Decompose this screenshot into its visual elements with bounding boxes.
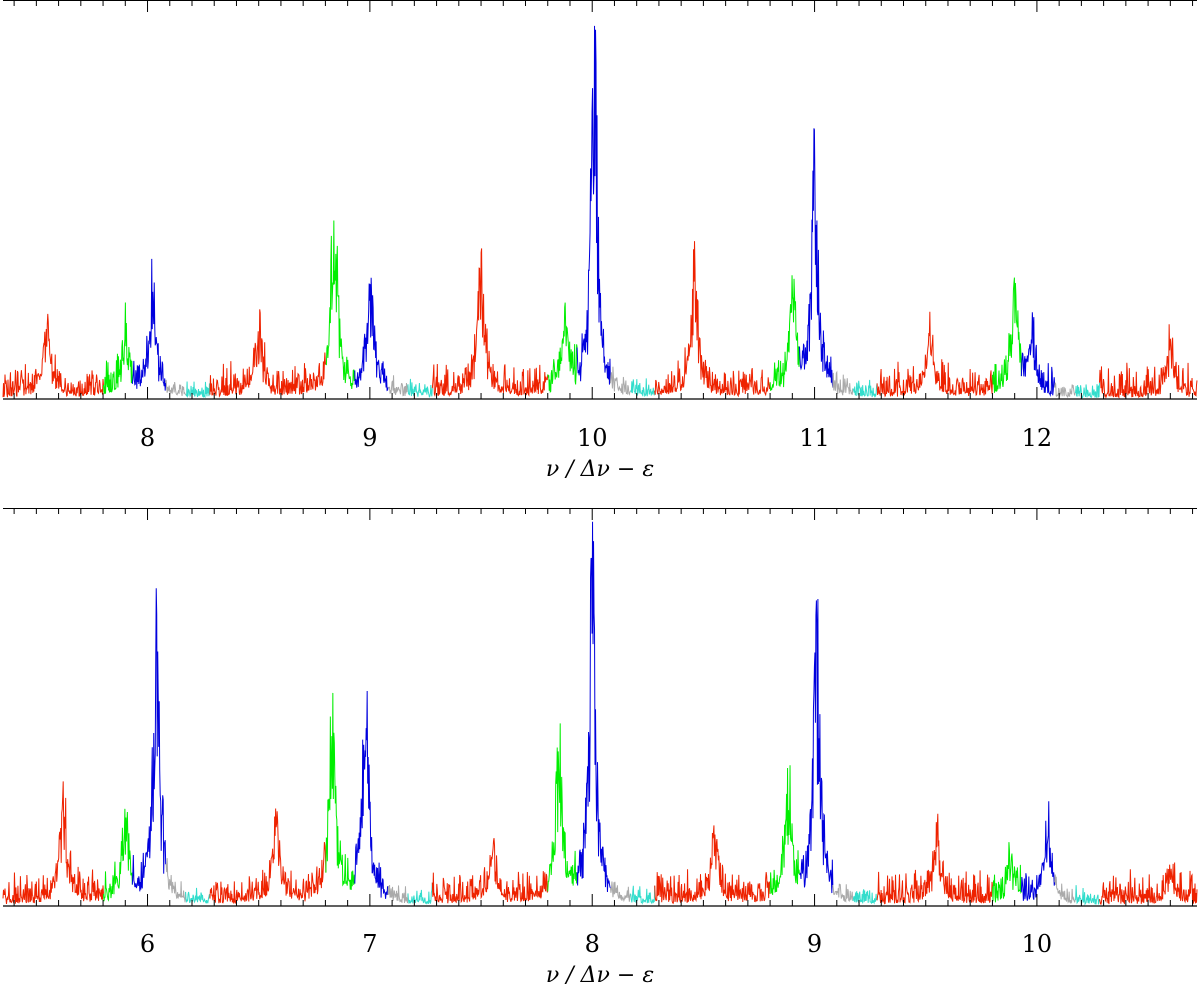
spectrum-segment	[131, 588, 167, 892]
spectrum-segment	[354, 277, 389, 392]
spectrum-segment	[992, 842, 1022, 903]
spectrum-segment	[102, 302, 133, 395]
spectrum-segment	[832, 883, 854, 903]
spectrum-segment	[165, 858, 187, 903]
spectrum-segment	[852, 889, 878, 905]
spectrum-segment	[1098, 324, 1198, 400]
spectrum-segment	[185, 381, 211, 399]
x-axis-label: ν / Δν − ε	[546, 963, 654, 984]
spectrum-segment	[1054, 874, 1076, 904]
x-tick-label: 11	[799, 424, 830, 452]
x-tick-label: 10	[1022, 930, 1053, 958]
spectrum-segment	[876, 311, 994, 398]
spectrum-segment	[185, 887, 211, 904]
x-axis-label: ν / Δν − ε	[546, 457, 654, 482]
spectrum-segment	[1099, 862, 1198, 905]
spectrum-segment	[387, 884, 409, 904]
spectrum-segment	[576, 521, 611, 892]
spectrum-segment	[630, 378, 656, 398]
spectrum-segment	[354, 691, 389, 899]
spectrum-segment	[609, 366, 631, 396]
spectrum-segment	[209, 309, 327, 398]
x-tick-label: 12	[1022, 424, 1053, 452]
spectrum-segment	[547, 302, 578, 394]
spectrum-segment	[1054, 382, 1076, 399]
spectrum-segment	[769, 765, 800, 895]
spectrum-segment	[654, 825, 771, 905]
spectrum-segment	[799, 128, 834, 388]
spectrum-segment	[1020, 312, 1056, 397]
x-tick-label: 10	[577, 424, 608, 452]
x-tick-label: 6	[140, 930, 155, 958]
spectrum-segment	[102, 808, 133, 902]
spectrum-segment	[431, 248, 549, 398]
spectrum-segment	[852, 379, 878, 398]
spectrum-segment	[876, 813, 994, 905]
spectrum-segment	[1020, 801, 1056, 901]
spectrum-segment	[325, 220, 356, 390]
top-panel: 8 9 10 11 12 ν / Δν − ε	[2, 0, 1198, 482]
spectrum-segment	[325, 692, 356, 890]
spectrum-segment	[2, 781, 104, 905]
spectrum-segment	[654, 241, 771, 398]
spectrum-segment	[547, 723, 578, 892]
spectrum-segment	[609, 881, 631, 903]
spectrum-segment	[769, 275, 800, 391]
spectrum-segment	[832, 370, 854, 396]
x-tick-label: 8	[585, 930, 600, 958]
spectrum-segment	[799, 598, 834, 894]
x-tick-label: 8	[140, 424, 155, 452]
x-tick-label: 7	[362, 930, 377, 958]
spectrum-segment	[431, 838, 549, 904]
spectrum-segment	[992, 277, 1022, 393]
spectrum-segment	[629, 885, 656, 905]
spectrum-segment	[576, 25, 611, 385]
bottom-panel: 6 7 8 9 10 ν / Δν − ε	[2, 508, 1198, 984]
x-tick-label: 9	[362, 424, 377, 452]
spectrum-segment	[407, 882, 433, 905]
spectrum-segment	[165, 379, 187, 396]
x-tick-label: 9	[807, 930, 822, 958]
spectrum-segment	[131, 258, 167, 391]
spectrum-segment	[1074, 885, 1100, 906]
spectrum-segment	[388, 375, 409, 397]
spectrum-segment	[407, 378, 433, 398]
spectrum-segment	[2, 313, 104, 398]
spectrum-segment	[1074, 382, 1100, 399]
spectrum-segment	[209, 808, 327, 905]
